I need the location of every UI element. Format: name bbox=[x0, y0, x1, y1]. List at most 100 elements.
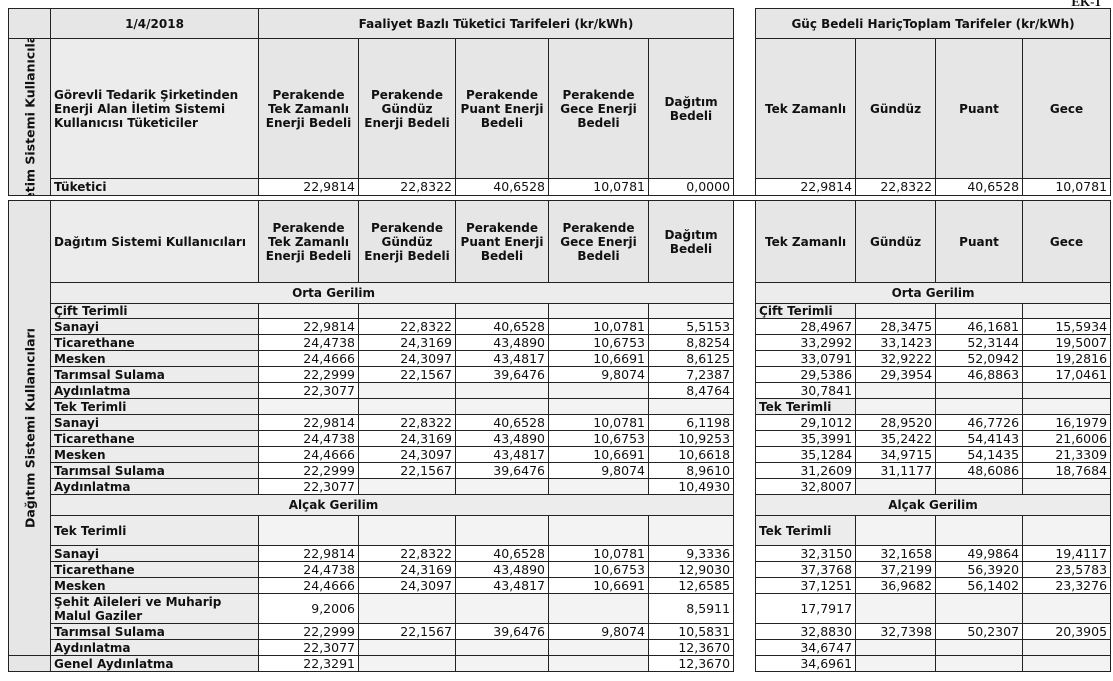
total-value: 28,4967 bbox=[755, 318, 857, 335]
total-value: 30,7841 bbox=[755, 382, 857, 399]
empty-cell bbox=[358, 382, 456, 399]
empty-cell bbox=[358, 478, 456, 495]
gap-cell bbox=[733, 593, 757, 624]
empty-cell bbox=[855, 398, 937, 415]
total-value: 32,7398 bbox=[855, 623, 937, 640]
tariff-value: 43,4890 bbox=[455, 561, 549, 578]
gap-cell bbox=[733, 350, 757, 367]
empty-cell bbox=[258, 515, 359, 546]
empty-cell bbox=[358, 515, 456, 546]
tariff-value: 24,3169 bbox=[358, 334, 456, 351]
column-header: Tek Zamanlı bbox=[755, 38, 857, 179]
empty-cell bbox=[647, 398, 735, 415]
empty-cell bbox=[935, 303, 1024, 319]
total-value: 36,9682 bbox=[855, 577, 937, 594]
row-label: Sanayi bbox=[50, 318, 259, 335]
total-value: 10,0781 bbox=[1022, 178, 1112, 196]
tariff-value: 8,8254 bbox=[647, 334, 735, 351]
tariff-value: 22,2999 bbox=[258, 366, 359, 383]
empty-cell bbox=[358, 398, 456, 415]
total-value: 33,0791 bbox=[755, 350, 857, 367]
total-value: 23,3276 bbox=[1022, 577, 1112, 594]
tariff-value: 24,4738 bbox=[258, 561, 359, 578]
tariff-value: 22,8322 bbox=[358, 178, 456, 196]
total-title: Güç Bedeli HariçToplam Tarifeler (kr/kWh… bbox=[755, 8, 1112, 39]
empty-cell bbox=[548, 382, 649, 399]
tariff-value: 22,8322 bbox=[358, 318, 456, 335]
total-value: 31,1177 bbox=[855, 462, 937, 479]
tariff-value: 10,0781 bbox=[548, 318, 649, 335]
tariff-value: 8,5911 bbox=[647, 593, 735, 624]
empty-cell bbox=[1022, 398, 1112, 415]
tariff-value: 10,6691 bbox=[548, 577, 649, 594]
total-value: 56,3920 bbox=[935, 561, 1024, 578]
column-header: Puant bbox=[935, 38, 1024, 179]
total-value: 21,3309 bbox=[1022, 446, 1112, 463]
empty-cell bbox=[455, 398, 549, 415]
tariff-value: 22,1567 bbox=[358, 366, 456, 383]
gap-cell bbox=[733, 561, 757, 578]
table-row: Dağıtım Sistemi Kullanıcıları Dağıtım Sis… bbox=[8, 200, 1112, 656]
total-value: 32,8007 bbox=[755, 478, 857, 495]
gap-cell bbox=[733, 282, 757, 304]
empty-cell bbox=[855, 515, 937, 546]
side-label: İletim Sistemi Kullanıcıları bbox=[22, 38, 37, 196]
empty-cell bbox=[935, 655, 1024, 672]
voltage-heading: Alçak Gerilim bbox=[755, 494, 1112, 516]
table-row: Mesken 24,4666 24,3097 43,4817 10,6691 10,661… bbox=[9, 446, 1112, 463]
tariff-value: 22,1567 bbox=[358, 623, 456, 640]
tariff-value: 10,5831 bbox=[647, 623, 735, 640]
table-row: Ticarethane 24,4738 24,3169 43,4890 10,6753 1… bbox=[9, 430, 1112, 447]
table-row: İletim Sistemi Kullanıcıları Görevli Teda… bbox=[8, 38, 1112, 196]
total-value: 49,9864 bbox=[935, 545, 1024, 562]
subgroup-title: Çift Terimli bbox=[755, 303, 857, 319]
gap-cell bbox=[733, 8, 757, 39]
table-row: Çift Terimli Çift Terimli bbox=[9, 303, 1112, 319]
gap-cell bbox=[733, 366, 757, 383]
total-value: 19,4117 bbox=[1022, 545, 1112, 562]
total-value: 18,7684 bbox=[1022, 462, 1112, 479]
row-label: Ticarethane bbox=[50, 561, 259, 578]
table-row: Aydınlatma 22,3077 10,4930 32,8007 bbox=[9, 478, 1112, 495]
empty-cell bbox=[455, 382, 549, 399]
tariff-value: 22,9814 bbox=[258, 414, 359, 431]
tariff-table: 1/4/2018 Faaliyet Bazlı Tüketici Tarifele… bbox=[8, 8, 1112, 672]
column-header: Dağıtım Bedeli bbox=[647, 200, 735, 283]
tariff-value: 40,6528 bbox=[455, 545, 549, 562]
gap-cell bbox=[733, 494, 757, 516]
empty-cell bbox=[935, 382, 1024, 399]
side-label-cell: Dağıtım Sistemi Kullanıcıları bbox=[8, 200, 51, 656]
section-label: Görevli Tedarik Şirketinden Enerji Alan … bbox=[50, 38, 259, 179]
tariff-value: 12,3670 bbox=[647, 655, 735, 672]
column-header: Gece bbox=[1022, 200, 1112, 283]
empty-cell bbox=[855, 478, 937, 495]
column-header: Dağıtım Bedeli bbox=[647, 38, 735, 179]
total-value: 32,3150 bbox=[755, 545, 857, 562]
tariff-value: 10,6753 bbox=[548, 334, 649, 351]
table-row: Tarımsal Sulama 22,2999 22,1567 39,6476 9,80… bbox=[9, 462, 1112, 479]
empty-cell bbox=[358, 303, 456, 319]
row-label: Mesken bbox=[50, 350, 259, 367]
tariff-value: 43,4817 bbox=[455, 446, 549, 463]
total-value: 28,3475 bbox=[855, 318, 937, 335]
total-value: 32,9222 bbox=[855, 350, 937, 367]
tariff-value: 22,3077 bbox=[258, 382, 359, 399]
tariff-value: 8,4764 bbox=[647, 382, 735, 399]
tariff-value: 12,9030 bbox=[647, 561, 735, 578]
tariff-value: 8,9610 bbox=[647, 462, 735, 479]
column-header: Gündüz bbox=[855, 38, 937, 179]
voltage-heading: Alçak Gerilim bbox=[49, 494, 735, 516]
empty-cell bbox=[455, 639, 549, 656]
empty-cell bbox=[855, 382, 937, 399]
tariff-value: 8,6125 bbox=[647, 350, 735, 367]
total-value: 29,5386 bbox=[755, 366, 857, 383]
tariff-value: 10,6753 bbox=[548, 561, 649, 578]
total-value: 28,9520 bbox=[855, 414, 937, 431]
empty-cell bbox=[455, 515, 549, 546]
side-label: Dağıtım Sistemi Kullanıcıları bbox=[22, 328, 37, 528]
tariff-value: 10,6691 bbox=[548, 446, 649, 463]
tariff-value: 9,3336 bbox=[647, 545, 735, 562]
column-header: Perakende Gündüz Enerji Bedeli bbox=[358, 38, 456, 179]
column-header: Perakende Tek Zamanlı Enerji Bedeli bbox=[258, 200, 359, 283]
tariff-value: 24,4666 bbox=[258, 446, 359, 463]
